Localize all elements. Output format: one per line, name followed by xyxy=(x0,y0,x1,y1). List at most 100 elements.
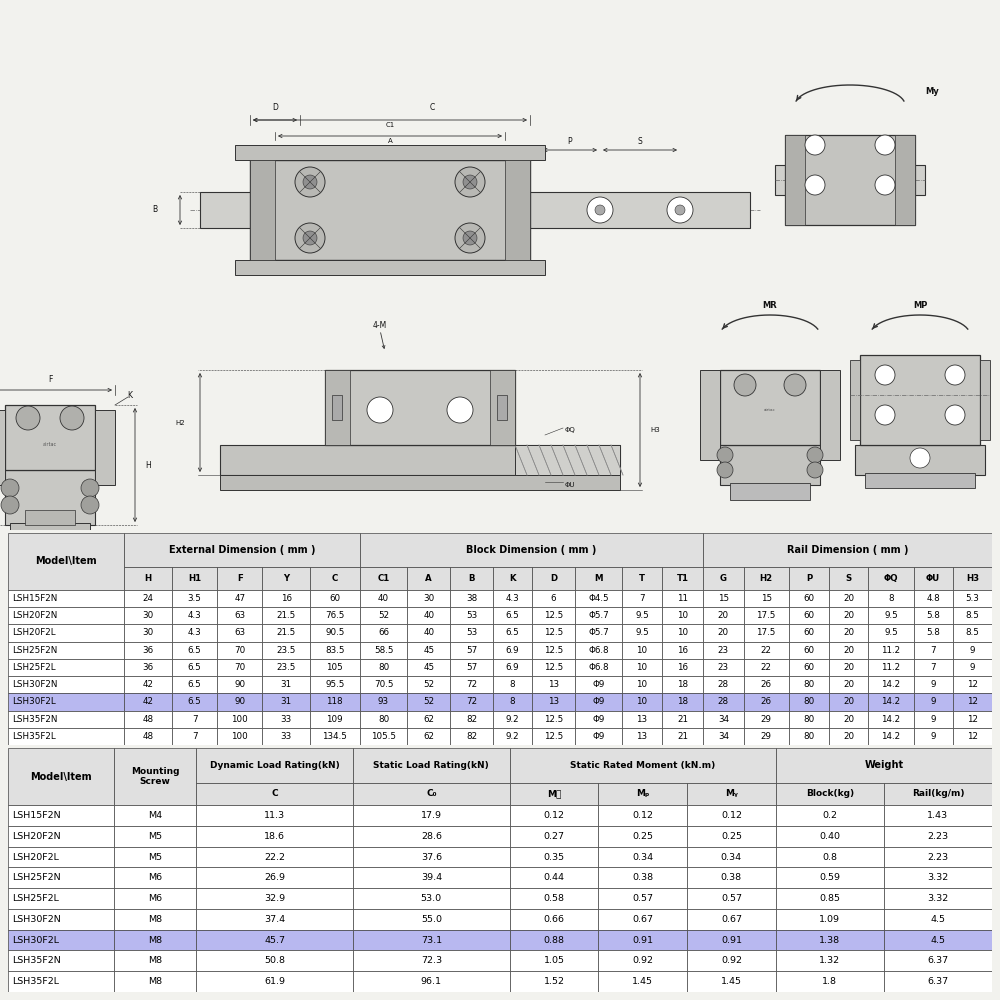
Text: 109: 109 xyxy=(326,715,343,724)
Bar xyxy=(8,642,124,659)
Bar xyxy=(662,676,703,693)
Circle shape xyxy=(667,197,693,223)
Bar xyxy=(262,590,310,607)
Bar xyxy=(598,971,687,992)
Text: M8: M8 xyxy=(148,936,162,945)
Text: 0.38: 0.38 xyxy=(721,873,742,882)
Text: 12.5: 12.5 xyxy=(544,715,563,724)
Text: 30: 30 xyxy=(423,594,434,603)
Text: 80: 80 xyxy=(803,697,815,706)
Text: 22: 22 xyxy=(761,663,772,672)
Text: MP: MP xyxy=(913,300,927,310)
Bar xyxy=(217,642,262,659)
Bar xyxy=(829,590,868,607)
Bar xyxy=(785,135,915,225)
Text: 39.4: 39.4 xyxy=(421,873,442,882)
Text: Mᴯ: Mᴯ xyxy=(547,789,561,798)
Text: 105.5: 105.5 xyxy=(371,732,396,741)
Bar xyxy=(262,728,310,745)
Text: 8.5: 8.5 xyxy=(965,628,979,637)
Text: 93: 93 xyxy=(378,697,389,706)
Text: 50.8: 50.8 xyxy=(264,956,285,965)
Bar xyxy=(450,659,493,676)
Bar xyxy=(124,711,172,728)
Bar xyxy=(124,728,172,745)
Text: F: F xyxy=(237,574,243,583)
Text: 1.05: 1.05 xyxy=(544,956,565,965)
Bar xyxy=(360,624,407,642)
Bar xyxy=(510,748,776,783)
Bar xyxy=(360,642,407,659)
Bar xyxy=(829,607,868,624)
Bar xyxy=(8,950,114,971)
Text: 70.5: 70.5 xyxy=(374,680,393,689)
Bar xyxy=(510,805,598,826)
Bar xyxy=(598,930,687,950)
Bar xyxy=(262,676,310,693)
Bar xyxy=(789,711,829,728)
Bar xyxy=(687,930,776,950)
Text: 57: 57 xyxy=(466,646,477,655)
Bar xyxy=(310,659,360,676)
Bar xyxy=(622,676,662,693)
Circle shape xyxy=(717,462,733,478)
Bar xyxy=(776,805,884,826)
Bar xyxy=(490,370,515,445)
Text: A: A xyxy=(388,138,392,144)
Text: H: H xyxy=(145,460,151,470)
Bar xyxy=(407,590,450,607)
Text: M8: M8 xyxy=(148,956,162,965)
Text: 95.5: 95.5 xyxy=(325,680,344,689)
Text: ΦU: ΦU xyxy=(565,482,576,488)
Text: 18: 18 xyxy=(677,697,688,706)
Bar xyxy=(575,693,622,711)
Text: 9: 9 xyxy=(970,646,975,655)
Text: 7: 7 xyxy=(192,715,197,724)
Bar xyxy=(575,607,622,624)
Text: 10: 10 xyxy=(677,628,688,637)
Text: M: M xyxy=(594,574,603,583)
Circle shape xyxy=(875,175,895,195)
Text: 14.2: 14.2 xyxy=(881,697,901,706)
Circle shape xyxy=(455,167,485,197)
Bar xyxy=(196,930,353,950)
Bar xyxy=(829,624,868,642)
Bar xyxy=(217,607,262,624)
Text: 80: 80 xyxy=(378,663,389,672)
Bar xyxy=(332,395,342,420)
Bar xyxy=(622,642,662,659)
Text: C1: C1 xyxy=(377,574,390,583)
Text: ΦQ: ΦQ xyxy=(884,574,898,583)
Bar xyxy=(353,805,510,826)
Bar xyxy=(360,607,407,624)
Circle shape xyxy=(875,405,895,425)
Bar xyxy=(124,642,172,659)
Text: 4.5: 4.5 xyxy=(930,915,945,924)
Bar xyxy=(196,826,353,847)
Bar xyxy=(829,728,868,745)
Text: 34: 34 xyxy=(718,732,729,741)
Bar xyxy=(953,624,992,642)
Bar xyxy=(353,930,510,950)
Bar xyxy=(8,728,124,745)
Text: Block Dimension ( mm ): Block Dimension ( mm ) xyxy=(466,545,597,555)
Bar xyxy=(829,659,868,676)
Bar xyxy=(8,867,114,888)
Text: 18.6: 18.6 xyxy=(264,832,285,841)
Bar xyxy=(700,370,720,460)
Text: 90.5: 90.5 xyxy=(325,628,344,637)
Bar xyxy=(703,676,744,693)
Bar xyxy=(662,693,703,711)
Text: LSH30F2N: LSH30F2N xyxy=(12,680,57,689)
Text: Φ9: Φ9 xyxy=(592,697,605,706)
Circle shape xyxy=(16,406,40,430)
Text: 9.5: 9.5 xyxy=(635,628,649,637)
Text: 23: 23 xyxy=(718,663,729,672)
Text: 52: 52 xyxy=(378,611,389,620)
Bar xyxy=(217,693,262,711)
Bar xyxy=(114,826,196,847)
Bar xyxy=(884,805,992,826)
Circle shape xyxy=(1,479,19,497)
Text: 60: 60 xyxy=(803,663,815,672)
Bar xyxy=(450,693,493,711)
